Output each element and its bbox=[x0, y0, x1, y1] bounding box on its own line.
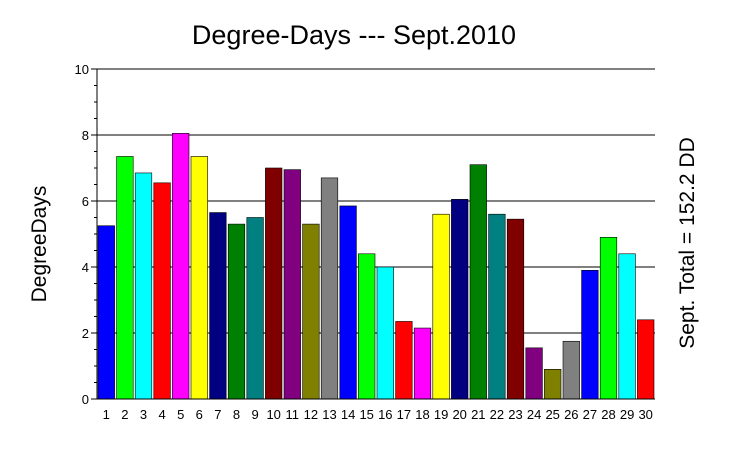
bar-day-9 bbox=[246, 217, 264, 400]
y-axis-label: DegreeDays bbox=[28, 186, 51, 303]
bar-day-26 bbox=[562, 340, 580, 400]
x-tick-label: 12 bbox=[304, 407, 318, 422]
chart-title: Degree-Days --- Sept.2010 bbox=[192, 20, 516, 50]
bar-day-19 bbox=[432, 213, 450, 400]
x-tick-label: 22 bbox=[490, 407, 504, 422]
x-tick-label: 17 bbox=[397, 407, 411, 422]
x-tick-label: 26 bbox=[564, 407, 578, 422]
y-tick-label: 6 bbox=[82, 194, 89, 209]
bar-day-23 bbox=[506, 218, 525, 400]
season-total-label: Sept. Total = 152.2 DD bbox=[676, 137, 699, 349]
x-tick-label: 28 bbox=[601, 407, 615, 422]
bar-day-28 bbox=[599, 237, 618, 400]
y-axis: 0 2 4 6 8 10 bbox=[75, 62, 655, 407]
bar-day-7 bbox=[209, 212, 227, 400]
bar-day-20 bbox=[451, 199, 469, 400]
bar-day-30 bbox=[637, 319, 655, 400]
bar-day-21 bbox=[469, 164, 487, 400]
x-tick-label: 20 bbox=[452, 407, 466, 422]
x-tick-label: 13 bbox=[322, 407, 336, 422]
bar-day-2 bbox=[116, 156, 134, 400]
x-tick-label: 24 bbox=[527, 407, 541, 422]
bar-day-27 bbox=[581, 269, 599, 400]
x-tick-label: 14 bbox=[341, 407, 355, 422]
x-tick-labels: 1 2 3 4 5 6 7 8 9 10 11 12 13 14 15 16 17 18 19 20 21 22 23 24 2… bbox=[103, 407, 653, 422]
x-tick-label: 21 bbox=[471, 407, 485, 422]
x-tick-label: 15 bbox=[359, 407, 373, 422]
bar-day-5 bbox=[172, 133, 190, 400]
y-tick-label: 8 bbox=[82, 128, 89, 143]
x-tick-label: 8 bbox=[233, 407, 240, 422]
x-tick-label: 9 bbox=[251, 407, 258, 422]
y-tick-label: 0 bbox=[82, 392, 89, 407]
bar-day-25 bbox=[544, 368, 562, 400]
bar-day-22 bbox=[488, 213, 506, 400]
x-tick-label: 27 bbox=[583, 407, 597, 422]
bar-day-6 bbox=[190, 156, 208, 400]
bar-day-8 bbox=[227, 223, 246, 400]
x-tick-label: 23 bbox=[508, 407, 522, 422]
x-tick-label: 7 bbox=[214, 407, 221, 422]
bar-day-14 bbox=[339, 205, 357, 400]
x-tick-label: 6 bbox=[196, 407, 203, 422]
bar-day-1 bbox=[97, 225, 115, 400]
x-tick-label: 1 bbox=[103, 407, 110, 422]
bar-day-10 bbox=[265, 167, 283, 400]
x-tick-label: 30 bbox=[638, 407, 652, 422]
x-tick-label: 25 bbox=[545, 407, 559, 422]
x-tick-label: 10 bbox=[266, 407, 280, 422]
y-tick-label: 4 bbox=[82, 260, 89, 275]
x-tick-label: 18 bbox=[415, 407, 429, 422]
bar-day-18 bbox=[413, 327, 432, 400]
x-tick-label: 19 bbox=[434, 407, 448, 422]
x-tick-label: 5 bbox=[177, 407, 184, 422]
bar-day-3 bbox=[134, 172, 153, 400]
bar-day-16 bbox=[376, 266, 394, 400]
y-tick-label: 2 bbox=[82, 326, 89, 341]
x-tick-label: 29 bbox=[620, 407, 634, 422]
bar-day-4 bbox=[153, 182, 171, 400]
bars-group bbox=[97, 133, 655, 400]
x-tick-label: 3 bbox=[140, 407, 147, 422]
x-tick-label: 16 bbox=[378, 407, 392, 422]
bar-day-11 bbox=[283, 169, 301, 400]
bar-day-17 bbox=[395, 321, 413, 400]
bar-day-15 bbox=[358, 253, 376, 400]
bar-day-24 bbox=[525, 347, 543, 400]
x-tick-label: 11 bbox=[286, 407, 300, 422]
y-tick-label: 10 bbox=[75, 62, 89, 77]
x-tick-label: 4 bbox=[158, 407, 165, 422]
bar-day-12 bbox=[302, 223, 320, 400]
bar-day-29 bbox=[618, 253, 636, 400]
bar-day-13 bbox=[320, 177, 339, 400]
x-tick-label: 2 bbox=[121, 407, 128, 422]
